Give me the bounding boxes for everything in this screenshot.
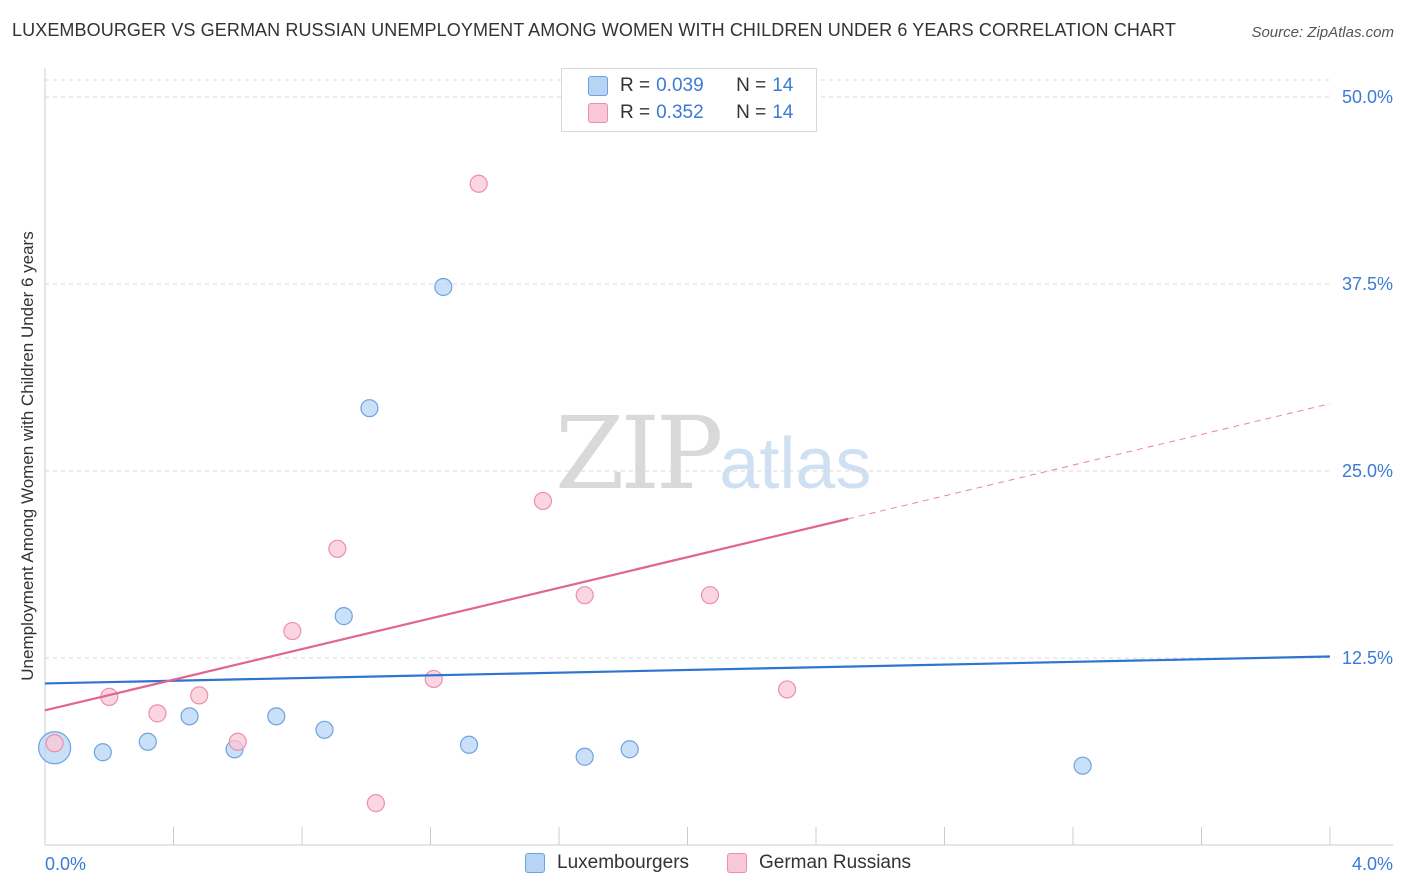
series-legend: Luxembourgers German Russians	[0, 852, 1406, 878]
trend-line-luxembourgers	[44, 655, 1331, 685]
data-point-luxembourgers	[180, 707, 199, 726]
y-tick-label: 12.5%	[1342, 648, 1393, 668]
data-point-luxembourgers	[620, 740, 639, 759]
data-point-luxembourgers	[315, 720, 334, 739]
legend-row-luxembourgers: R = 0.039 N = 14	[588, 73, 793, 99]
data-point-german-russians	[328, 539, 347, 558]
data-point-german-russians	[148, 704, 167, 723]
data-point-german-russians	[424, 669, 443, 689]
data-point-luxembourgers	[459, 735, 479, 754]
y-axis-label: Unemployment Among Women with Children U…	[18, 231, 37, 681]
data-point-luxembourgers	[360, 399, 379, 418]
data-point-german-russians	[700, 586, 720, 605]
legend-swatch-luxembourgers	[525, 853, 545, 873]
legend-r-value: 0.352	[656, 102, 704, 123]
x-tick-label: 4.0%	[1352, 854, 1393, 874]
legend-n-value: 14	[772, 75, 794, 96]
legend-r-value: 0.039	[656, 75, 704, 96]
x-tick-label: 0.0%	[45, 854, 86, 874]
watermark-zip: ZIP	[555, 395, 723, 512]
source-label: Source: ZipAtlas.com	[1251, 24, 1394, 41]
watermark-atlas: atlas	[719, 424, 872, 504]
legend-swatch-luxembourgers	[588, 76, 608, 96]
data-point-german-russians	[283, 621, 302, 641]
legend-item-luxembourgers: Luxembourgers	[525, 852, 689, 874]
y-tick-label: 37.5%	[1342, 274, 1393, 294]
trend-line-extension-german-russians	[848, 403, 1331, 520]
data-point-german-russians	[228, 732, 247, 751]
legend-n-label: N =	[736, 75, 767, 96]
data-point-luxembourgers	[575, 747, 594, 766]
data-point-luxembourgers	[138, 732, 157, 751]
legend-n-label: N =	[736, 102, 767, 123]
legend-label-luxembourgers: Luxembourgers	[557, 852, 690, 873]
data-point-german-russians	[533, 491, 553, 511]
legend-label-german-russians: German Russians	[759, 852, 912, 873]
trend-line-german-russians	[44, 517, 849, 712]
legend-item-german-russians: German Russians	[727, 852, 911, 874]
data-point-luxembourgers	[267, 707, 286, 726]
legend-swatch-german-russians	[727, 853, 747, 873]
data-point-luxembourgers	[434, 277, 453, 297]
data-point-german-russians	[366, 794, 385, 813]
legend-row-german-russians: R = 0.352 N = 14	[588, 100, 793, 126]
data-point-german-russians	[469, 174, 488, 193]
data-point-german-russians	[575, 586, 594, 605]
legend-n-value: 14	[772, 102, 794, 123]
chart-title: LUXEMBOURGER VS GERMAN RUSSIAN UNEMPLOYM…	[12, 20, 1176, 40]
data-point-luxembourgers	[334, 607, 353, 626]
correlation-legend: R = 0.039 N = 14 R = 0.352 N = 14	[561, 68, 817, 132]
y-tick-label: 25.0%	[1342, 461, 1393, 481]
y-tick-label: 50.0%	[1342, 87, 1393, 107]
data-point-luxembourgers	[1073, 756, 1092, 775]
data-point-german-russians	[45, 734, 64, 753]
data-point-german-russians	[190, 686, 209, 705]
data-point-german-russians	[777, 680, 797, 699]
watermark: ZIPatlas	[555, 395, 871, 512]
legend-swatch-german-russians	[588, 103, 608, 123]
data-point-luxembourgers	[93, 743, 112, 762]
legend-r-label: R =	[620, 75, 651, 96]
legend-r-label: R =	[620, 102, 651, 123]
